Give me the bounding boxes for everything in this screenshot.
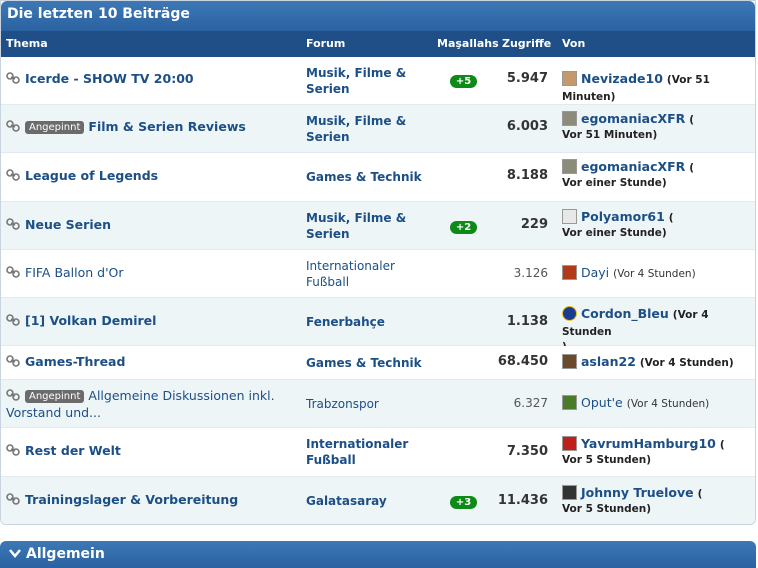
post-time: (Vor 4 Stunden): [613, 268, 696, 280]
avatar[interactable]: [562, 436, 577, 451]
user-link[interactable]: Johnny Truelove: [581, 485, 694, 500]
table-row: Games-Thread Games & Technik 68.450 asla…: [1, 346, 755, 380]
chevron-down-icon[interactable]: [8, 546, 22, 560]
forum-link[interactable]: Musik, Filme & Serien: [306, 211, 407, 241]
avatar[interactable]: [562, 395, 577, 410]
table-row: Angepinnt Allgemeine Diskussionen inkl. V…: [1, 380, 755, 428]
column-views[interactable]: Zugriffe: [502, 37, 552, 50]
post-time: Vor 51 Minuten): [562, 129, 658, 141]
post-time: Vor 5 Stunden): [562, 454, 652, 466]
avatar[interactable]: [562, 159, 577, 174]
section-title: Allgemein: [26, 546, 105, 562]
pinned-badge: Angepinnt: [25, 121, 85, 134]
link-icon: [6, 314, 20, 326]
forum-link[interactable]: Galatasaray: [306, 494, 387, 508]
link-icon: [6, 444, 20, 456]
link-icon: [6, 72, 20, 84]
link-icon: [6, 120, 20, 132]
post-time: Vor einer Stunde): [562, 227, 667, 239]
avatar[interactable]: [562, 111, 577, 126]
thread-title-link[interactable]: Rest der Welt: [25, 443, 121, 458]
avatar[interactable]: [562, 306, 577, 321]
section-allgemein-header[interactable]: Allgemein: [0, 541, 756, 568]
table-row: Neue Serien Musik, Filme & Serien +2 229…: [1, 202, 755, 250]
post-time: Vor 5 Stunden): [562, 503, 652, 515]
user-link[interactable]: Cordon_Bleu: [581, 306, 669, 321]
column-forum[interactable]: Forum: [306, 37, 346, 50]
user-link[interactable]: Dayi: [581, 265, 610, 280]
link-icon: [6, 389, 20, 401]
thread-title-link[interactable]: Icerde - SHOW TV 20:00: [25, 71, 194, 86]
likes-badge: +5: [449, 75, 478, 88]
views-count: 8.188: [506, 168, 548, 183]
post-time: Vor einer Stunde): [562, 177, 667, 189]
avatar[interactable]: [562, 209, 577, 224]
views-count: 7.350: [506, 444, 548, 459]
avatar[interactable]: [562, 71, 577, 86]
user-link[interactable]: Polyamor61: [581, 209, 665, 224]
views-count: 3.126: [513, 266, 548, 280]
forum-link[interactable]: Internationaler Fußball: [306, 437, 409, 467]
forum-link[interactable]: Internationaler Fußball: [306, 259, 395, 289]
thread-title-link[interactable]: Allgemeine Diskussionen inkl.: [88, 388, 275, 403]
forum-link[interactable]: Games & Technik: [306, 356, 422, 370]
link-icon: [6, 493, 20, 505]
thread-title-continuation[interactable]: Vorstand und...: [6, 405, 101, 420]
link-icon: [6, 266, 20, 278]
post-time: (Vor 4 Stunden): [626, 398, 710, 410]
views-count: 68.450: [497, 354, 548, 369]
thread-title-link[interactable]: Film & Serien Reviews: [88, 119, 246, 134]
pinned-badge: Angepinnt: [25, 390, 85, 403]
table-row: Angepinnt Film & Serien Reviews Musik, Fi…: [1, 105, 755, 153]
thread-title-link[interactable]: FIFA Ballon d'Or: [25, 265, 124, 280]
link-icon: [6, 218, 20, 230]
user-link[interactable]: aslan22: [581, 354, 636, 369]
avatar[interactable]: [562, 354, 577, 369]
table-row: [1] Volkan Demirel Fenerbahçe 1.138 Cord…: [1, 298, 755, 353]
link-icon: [6, 355, 20, 367]
table-row: Trainingslager & Vorbereitung Galatasara…: [1, 477, 755, 524]
forum-link[interactable]: Games & Technik: [306, 170, 422, 184]
forum-link[interactable]: Fenerbahçe: [306, 315, 385, 329]
forum-link[interactable]: Musik, Filme & Serien: [306, 114, 407, 144]
likes-badge: +2: [449, 221, 478, 234]
column-likes[interactable]: Maşallahs: [437, 37, 499, 50]
table-row: FIFA Ballon d'Or Internationaler Fußball…: [1, 250, 755, 298]
post-time: (Vor 51 Minuten): [562, 74, 710, 103]
user-link[interactable]: YavrumHamburg10: [581, 436, 716, 451]
forum-link[interactable]: Trabzonspor: [306, 397, 379, 411]
views-count: 6.327: [513, 396, 548, 410]
user-link[interactable]: Nevizade10: [581, 71, 663, 86]
thread-title-link[interactable]: League of Legends: [25, 168, 159, 183]
views-count: 11.436: [497, 493, 548, 508]
thread-title-link[interactable]: Trainingslager & Vorbereitung: [25, 492, 239, 507]
avatar[interactable]: [562, 265, 577, 280]
forum-link[interactable]: Musik, Filme & Serien: [306, 66, 407, 96]
latest-posts-panel: Die letzten 10 Beiträge Thema Forum Maşa…: [0, 0, 756, 525]
table-row: Rest der Welt Internationaler Fußball 7.…: [1, 428, 755, 477]
user-link[interactable]: egomaniacXFR: [581, 159, 686, 174]
user-link[interactable]: egomaniacXFR: [581, 111, 686, 126]
post-time: (Vor 4 Stunden): [639, 357, 734, 369]
column-thema[interactable]: Thema: [6, 37, 48, 50]
views-count: 1.138: [506, 314, 548, 329]
likes-badge: +3: [449, 496, 478, 509]
posts-list: Icerde - SHOW TV 20:00 Musik, Filme & Se…: [1, 57, 755, 524]
link-icon: [6, 169, 20, 181]
table-row: League of Legends Games & Technik 8.188 …: [1, 153, 755, 202]
column-header-row: Thema Forum Maşallahs Zugriffe Von: [1, 31, 755, 57]
user-link[interactable]: Oput'e: [581, 395, 623, 410]
views-count: 5.947: [506, 71, 548, 86]
post-time: (Vor 4 Stunden: [562, 309, 709, 338]
table-row: Icerde - SHOW TV 20:00 Musik, Filme & Se…: [1, 57, 755, 105]
avatar[interactable]: [562, 485, 577, 500]
thread-title-link[interactable]: Games-Thread: [25, 354, 126, 369]
thread-title-link[interactable]: Neue Serien: [25, 217, 111, 232]
column-von[interactable]: Von: [562, 37, 586, 50]
views-count: 229: [520, 217, 548, 232]
panel-title: Die letzten 10 Beiträge: [1, 1, 755, 31]
thread-title-link[interactable]: [1] Volkan Demirel: [25, 313, 157, 328]
views-count: 6.003: [506, 119, 548, 134]
